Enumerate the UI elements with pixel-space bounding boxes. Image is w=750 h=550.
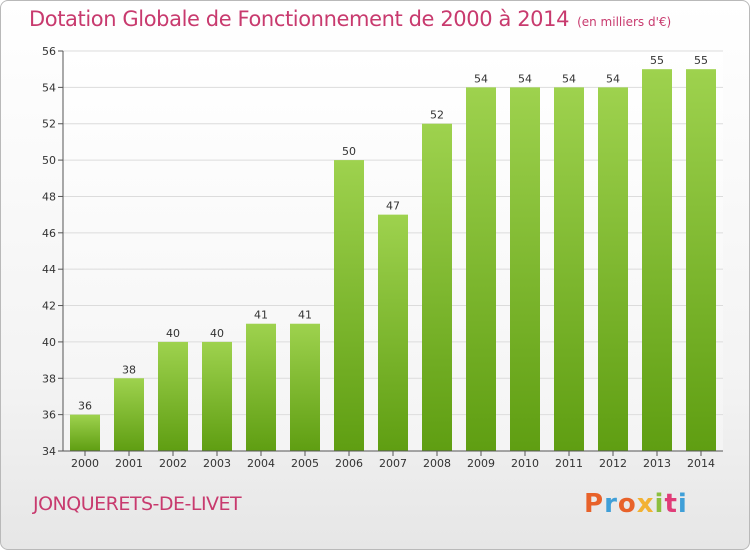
bar	[422, 123, 452, 452]
bar	[158, 341, 188, 451]
logo-letter: r	[604, 489, 618, 519]
bar	[598, 87, 628, 451]
data-label: 55	[694, 54, 708, 67]
y-tick-label: 52	[42, 118, 56, 131]
bar	[246, 323, 276, 451]
bars	[70, 69, 716, 452]
x-tick-label: 2003	[203, 457, 231, 470]
y-tick-label: 40	[42, 336, 56, 349]
y-tick-label: 34	[42, 445, 56, 458]
logo-letter: i	[654, 489, 665, 519]
bar	[70, 414, 100, 451]
commune-name: JONQUERETS-DE-LIVET	[33, 493, 242, 515]
logo-letter: o	[617, 489, 637, 519]
data-label: 54	[562, 72, 576, 85]
data-label: 52	[430, 109, 444, 122]
chart-title: Dotation Globale de Fonctionnement de 20…	[29, 7, 671, 31]
chart-subtitle: (en milliers d'€)	[577, 15, 672, 29]
y-tick-label: 50	[42, 154, 56, 167]
data-label: 40	[166, 327, 180, 340]
data-label: 38	[122, 363, 136, 376]
data-labels: 36 38 40 40 41 41 50 47 52 54 54 54 54 55 55	[78, 54, 708, 412]
data-label: 36	[78, 400, 92, 413]
data-label: 41	[254, 309, 268, 322]
data-label: 41	[298, 309, 312, 322]
x-tick-label: 2005	[291, 457, 319, 470]
y-tick-label: 38	[42, 372, 56, 385]
bar	[642, 69, 672, 451]
x-tick-label: 2009	[467, 457, 495, 470]
y-tick-label: 42	[42, 300, 56, 313]
x-axis: 2000 2001 2002 2003 2004 2005 2006 2007 2008 2009…	[63, 450, 723, 470]
x-tick-label: 2006	[335, 457, 363, 470]
data-label: 54	[606, 72, 620, 85]
y-tick-label: 54	[42, 81, 56, 94]
data-label: 54	[474, 72, 488, 85]
logo-letter: x	[636, 489, 655, 519]
x-tick-label: 2002	[159, 457, 187, 470]
data-label: 55	[650, 54, 664, 67]
logo-letter: t	[664, 489, 678, 519]
x-tick-label: 2007	[379, 457, 407, 470]
bar	[686, 69, 716, 451]
bar	[510, 87, 540, 451]
chart-title-text: Dotation Globale de Fonctionnement de 20…	[29, 7, 570, 31]
bar	[290, 323, 320, 451]
y-axis: 34 36 38 40 42 44 46 48 50 52 54 56	[42, 45, 64, 458]
x-tick-label: 2001	[115, 457, 143, 470]
bar	[114, 378, 144, 451]
x-tick-label: 2008	[423, 457, 451, 470]
y-tick-label: 48	[42, 190, 56, 203]
data-label: 47	[386, 200, 400, 213]
logo-letter: P	[584, 489, 605, 519]
x-tick-label: 2011	[555, 457, 583, 470]
bar	[334, 160, 364, 451]
x-tick-label: 2010	[511, 457, 539, 470]
y-tick-label: 56	[42, 45, 56, 58]
proxiti-logo[interactable]: Proxiti	[584, 489, 688, 519]
bar	[378, 214, 408, 451]
x-tick-label: 2013	[643, 457, 671, 470]
logo-letter: i	[677, 489, 688, 519]
bar	[466, 87, 496, 451]
data-label: 54	[518, 72, 532, 85]
y-tick-label: 44	[42, 263, 56, 276]
bar	[202, 341, 232, 451]
x-tick-label: 2000	[71, 457, 99, 470]
bar	[554, 87, 584, 451]
x-tick-label: 2012	[599, 457, 627, 470]
y-tick-label: 46	[42, 227, 56, 240]
data-label: 50	[342, 145, 356, 158]
data-label: 40	[210, 327, 224, 340]
x-tick-label: 2014	[687, 457, 715, 470]
x-tick-label: 2004	[247, 457, 275, 470]
y-tick-label: 36	[42, 409, 56, 422]
